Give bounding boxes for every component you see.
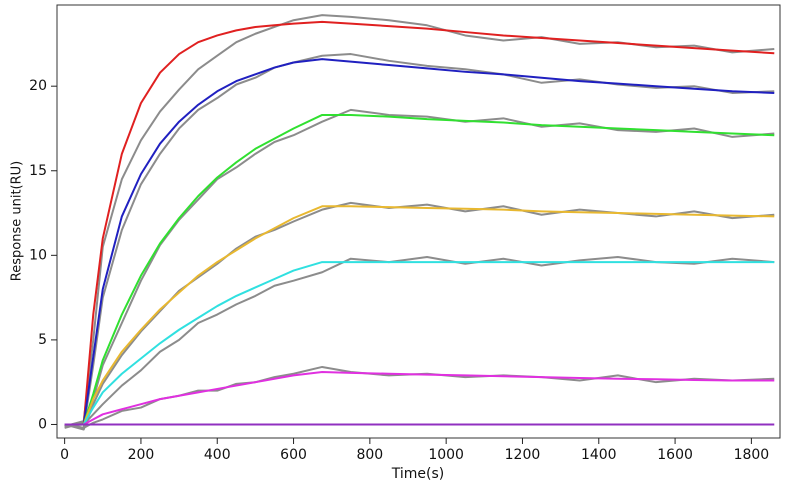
x-tick-label: 1600 — [657, 447, 693, 463]
series-line — [64, 20, 775, 426]
series-line — [64, 365, 775, 429]
x-tick-label: 1800 — [734, 447, 770, 463]
series-line — [64, 371, 775, 426]
x-tick-label: 0 — [60, 447, 69, 463]
series-line — [64, 58, 775, 426]
plot-frame — [56, 4, 781, 439]
x-tick-label: 1000 — [428, 447, 464, 463]
y-tick-label: 20 — [29, 78, 47, 94]
series-line — [64, 14, 775, 428]
y-tick-label: 15 — [29, 163, 47, 179]
x-tick-label: 400 — [204, 447, 231, 463]
y-tick-label: 0 — [38, 416, 47, 432]
series-line — [64, 113, 775, 426]
x-tick-label: 600 — [280, 447, 307, 463]
y-tick-label: 10 — [29, 247, 47, 263]
series-line — [64, 201, 775, 431]
x-tick-label: 800 — [356, 447, 383, 463]
series-line — [64, 205, 775, 426]
x-tick-label: 1400 — [581, 447, 617, 463]
series-line — [64, 256, 775, 428]
series-line — [64, 261, 775, 426]
y-tick-label: 5 — [38, 332, 47, 348]
x-tick-label: 200 — [128, 447, 155, 463]
series-line — [64, 53, 775, 429]
y-axis-label: Response unit(RU) — [10, 161, 25, 281]
x-axis-label: Time(s) — [391, 466, 444, 482]
x-tick-label: 1200 — [505, 447, 541, 463]
